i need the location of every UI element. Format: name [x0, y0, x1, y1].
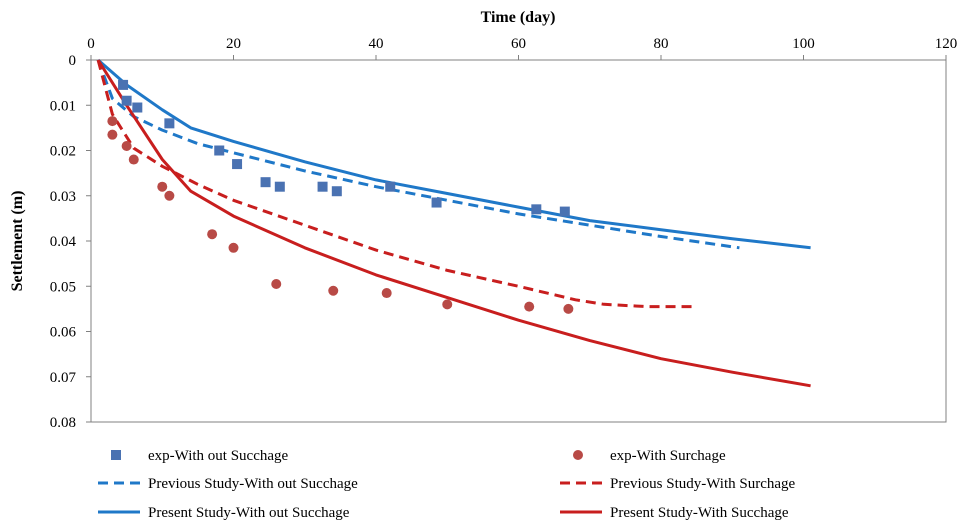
ticks-layer: 0 20 40 60 80 100 120 0 0.01 0.02 0.03 0.04 0.05 0.06… — [50, 36, 958, 431]
data-point — [207, 229, 218, 240]
x-tick-label: 120 — [935, 36, 958, 52]
data-point — [431, 197, 442, 208]
y-tick-label: 0.08 — [50, 415, 76, 431]
legend-label: Present Study-With Succhage — [610, 505, 789, 521]
x-axis-title: Time (day) — [481, 9, 556, 26]
y-tick-label: 0.07 — [50, 370, 77, 386]
data-point — [164, 118, 175, 129]
data-point — [214, 145, 225, 156]
legend: exp-With out Succhage exp-With Surchage Pr… — [98, 448, 796, 521]
data-point — [559, 206, 570, 217]
x-tick-label: 60 — [511, 36, 526, 52]
y-tick-label: 0.02 — [50, 144, 76, 160]
legend-label: exp-With out Succhage — [148, 448, 289, 464]
series-line-3 — [96, 59, 811, 388]
data-point — [118, 79, 129, 90]
y-tick-label: 0.05 — [50, 279, 76, 295]
y-axis-title: Settlement (m) — [9, 191, 26, 292]
data-point — [121, 140, 132, 151]
x-tick-label: 20 — [226, 36, 241, 52]
data-point — [164, 190, 175, 201]
x-tick-label: 100 — [792, 36, 815, 52]
legend-entry: exp-With out Succhage — [111, 448, 289, 464]
data-point — [274, 181, 285, 192]
data-point — [271, 278, 282, 289]
legend-label: Present Study-With out Succhage — [148, 505, 350, 521]
legend-label: Previous Study-With Surchage — [610, 476, 796, 492]
legend-entry: Present Study-With out Succhage — [98, 505, 350, 521]
data-point — [381, 288, 392, 299]
series-layer — [96, 58, 811, 388]
legend-swatch — [111, 450, 121, 460]
data-point — [121, 95, 132, 106]
data-point — [157, 181, 168, 192]
data-point — [128, 154, 139, 165]
x-tick-label: 80 — [654, 36, 669, 52]
data-point — [531, 204, 542, 215]
data-point — [132, 102, 143, 113]
data-point — [107, 129, 118, 140]
x-tick-label: 0 — [87, 36, 95, 52]
y-tick-label: 0.03 — [50, 189, 76, 205]
y-tick-label: 0.06 — [50, 325, 77, 341]
legend-entry: Previous Study-With Surchage — [560, 476, 796, 492]
legend-entry: Previous Study-With out Succhage — [98, 476, 358, 492]
x-tick-label: 40 — [369, 36, 384, 52]
data-point — [317, 181, 328, 192]
data-point — [524, 301, 535, 312]
data-point — [228, 242, 239, 253]
data-point — [328, 285, 339, 296]
series-line-1 — [96, 59, 697, 309]
y-tick-label: 0 — [69, 53, 77, 69]
data-point — [107, 116, 118, 127]
plot-area — [90, 59, 947, 423]
data-point — [260, 177, 271, 188]
y-tick-label: 0.04 — [50, 234, 77, 250]
data-point — [232, 159, 243, 170]
series-line-2 — [97, 58, 811, 250]
legend-swatch — [573, 450, 583, 460]
data-point — [442, 299, 453, 310]
y-tick-label: 0.01 — [50, 98, 76, 114]
legend-label: exp-With Surchage — [610, 448, 726, 464]
legend-entry: exp-With Surchage — [573, 448, 726, 464]
data-point — [385, 181, 396, 192]
legend-entry: Present Study-With Succhage — [560, 505, 789, 521]
legend-label: Previous Study-With out Succhage — [148, 476, 358, 492]
data-point — [563, 303, 574, 314]
data-point — [331, 186, 342, 197]
